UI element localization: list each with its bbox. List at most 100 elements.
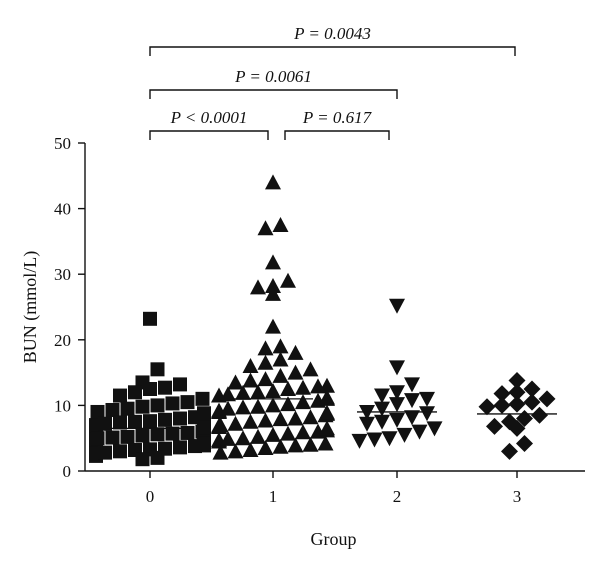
y-tick-label: 30 — [54, 265, 71, 284]
data-point — [128, 385, 142, 400]
data-point — [158, 412, 172, 427]
data-point — [90, 431, 105, 446]
data-point — [180, 395, 195, 410]
data-point — [280, 425, 296, 441]
data-point — [389, 412, 405, 428]
y-tick-label: 40 — [54, 200, 71, 219]
data-point — [212, 417, 229, 433]
data-point — [235, 399, 251, 415]
data-point — [516, 434, 533, 452]
y-tick-label: 50 — [54, 134, 71, 153]
significance-bracket — [149, 130, 269, 140]
data-point — [120, 429, 135, 444]
data-point — [272, 367, 289, 383]
data-point — [426, 421, 443, 437]
data-point — [98, 445, 112, 460]
data-point — [135, 452, 150, 467]
data-point — [150, 362, 165, 377]
data-point — [508, 383, 526, 401]
p-value-label: P < 0.0001 — [170, 108, 248, 127]
axes — [84, 143, 585, 472]
data-point — [195, 391, 210, 406]
data-point — [250, 384, 266, 400]
y-tick-label: 10 — [54, 396, 71, 415]
data-point — [227, 374, 244, 390]
data-point — [280, 381, 296, 396]
data-point — [404, 393, 420, 409]
y-tick-label: 0 — [63, 462, 72, 481]
data-point — [165, 426, 180, 441]
data-point — [257, 220, 274, 236]
x-tick-label: 0 — [146, 487, 155, 506]
data-point — [235, 430, 251, 446]
data-point — [242, 442, 259, 458]
data-point — [265, 254, 281, 270]
data-point — [319, 404, 335, 420]
p-value-label: P = 0.617 — [302, 108, 373, 127]
data-point — [150, 450, 165, 465]
mean-lines — [110, 398, 557, 430]
data-point — [280, 396, 296, 412]
data-point — [508, 371, 526, 389]
data-point — [265, 426, 281, 442]
data-point — [366, 432, 383, 448]
data-point — [173, 440, 187, 455]
x-axis-title: Group — [311, 529, 357, 549]
data-point — [389, 385, 405, 401]
data-point — [389, 360, 405, 376]
data-point — [295, 424, 311, 440]
y-axis-title: BUN (mmol/L) — [20, 251, 41, 364]
data-point — [265, 397, 281, 413]
data-point — [531, 406, 548, 424]
data-point — [250, 428, 266, 444]
data-point — [280, 272, 296, 288]
data-point — [220, 430, 236, 446]
data-point — [287, 364, 304, 380]
data-point — [319, 389, 335, 405]
data-point — [523, 393, 541, 411]
data-point — [173, 377, 187, 392]
y-tick-label: 20 — [54, 331, 71, 350]
data-point — [302, 436, 319, 452]
data-point — [302, 361, 319, 377]
data-point — [212, 444, 229, 460]
data-point — [265, 285, 281, 301]
data-point — [135, 399, 150, 414]
data-point — [265, 318, 281, 334]
data-point — [486, 417, 503, 435]
data-point — [150, 398, 165, 413]
data-point — [501, 442, 518, 460]
data-point — [295, 379, 311, 395]
data-point — [302, 409, 319, 425]
data-point — [98, 416, 112, 431]
data-point — [220, 386, 236, 402]
data-point — [374, 401, 390, 417]
data-point — [493, 396, 511, 414]
data-point — [242, 413, 259, 429]
data-point — [389, 298, 405, 314]
data-point — [197, 436, 211, 451]
data-point — [197, 420, 211, 435]
significance-bracket — [149, 89, 398, 99]
data-point — [90, 404, 105, 419]
data-point — [295, 394, 311, 410]
significance-brackets: P < 0.0001 P = 0.617 P = 0.0061 P = 0.0043 — [149, 24, 516, 140]
x-tick-label: 2 — [393, 487, 402, 506]
data-point — [220, 400, 236, 416]
data-point — [493, 385, 511, 403]
data-point — [538, 390, 556, 408]
data-point — [227, 443, 244, 459]
significance-bracket — [149, 46, 516, 56]
data-point — [411, 424, 428, 440]
data-point — [359, 416, 375, 432]
data-point — [351, 433, 368, 449]
data-point — [478, 398, 496, 416]
data-point — [105, 402, 120, 417]
x-ticks: 0 1 2 3 — [146, 471, 521, 506]
data-point — [317, 435, 334, 451]
data-point — [389, 397, 405, 413]
data-point — [120, 401, 135, 416]
data-point — [197, 406, 211, 421]
significance-bracket — [284, 130, 390, 140]
